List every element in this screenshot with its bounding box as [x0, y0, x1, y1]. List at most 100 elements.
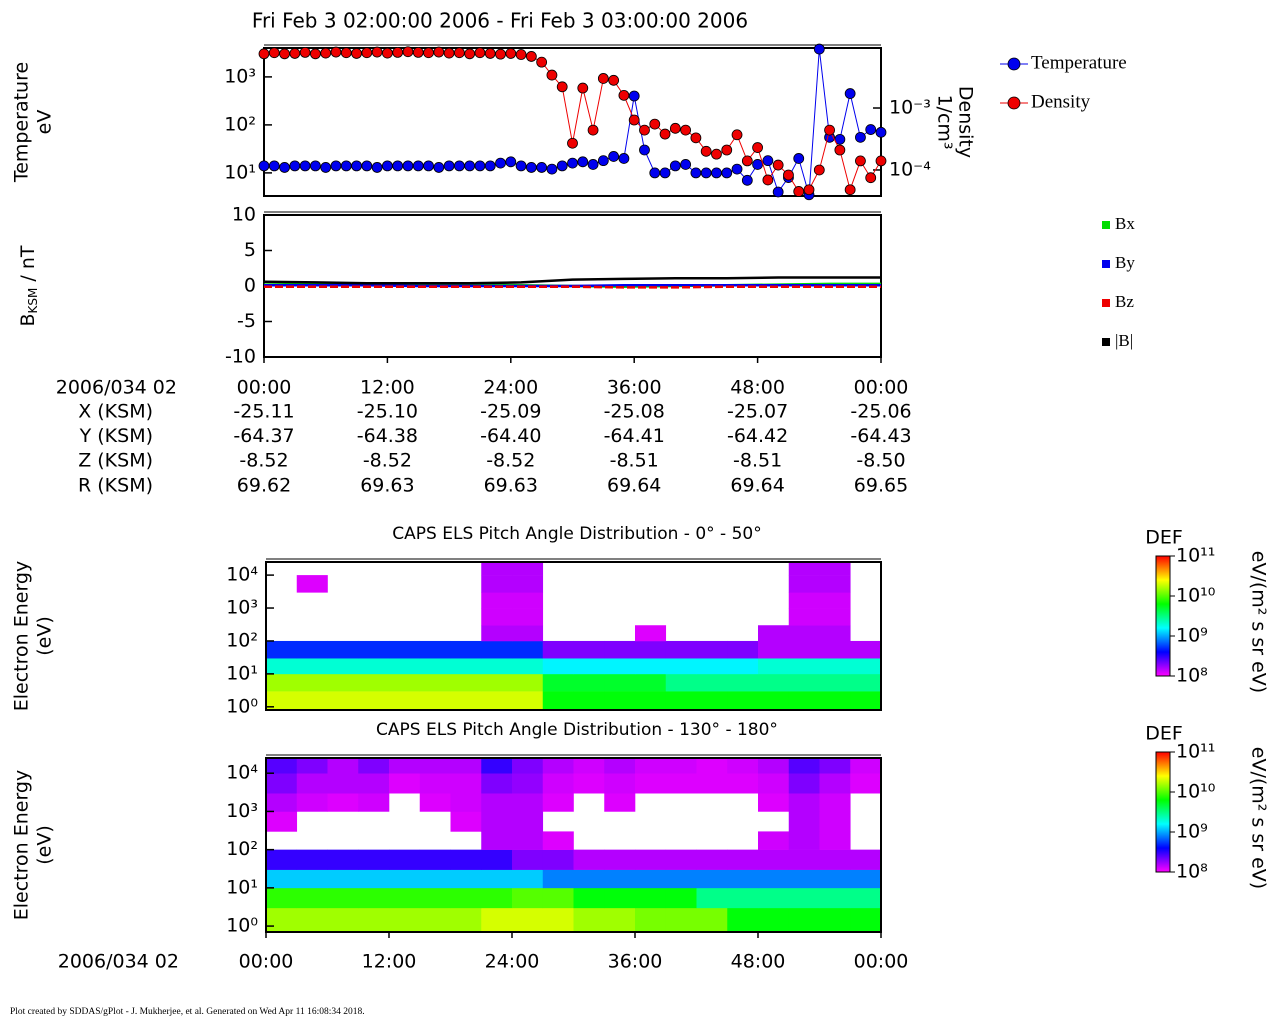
heatmap-cell: [696, 758, 728, 774]
heatmap-cell: [358, 691, 390, 711]
data-point: [495, 157, 506, 169]
heatmap-cell: [296, 849, 328, 870]
heatmap-cell: [696, 907, 728, 933]
ephemeris-value: 69.64: [730, 474, 784, 496]
heatmap-cell: [296, 673, 328, 692]
heatmap-cell: [266, 691, 298, 711]
heatmap-cell: [450, 691, 482, 711]
data-point: [700, 167, 712, 179]
heatmap-cell: [850, 658, 882, 675]
data-point: [711, 148, 722, 160]
heatmap-cell: [358, 849, 390, 870]
heatmap-cell: [542, 907, 574, 933]
data-point: [721, 167, 733, 179]
heatmap-cell: [788, 793, 820, 812]
data-point: [659, 128, 671, 140]
legend-label: Bx: [1115, 214, 1135, 233]
colorbar-label: DEF: [1145, 723, 1183, 745]
heatmap-cell: [788, 773, 820, 794]
heatmap-cell: [327, 658, 359, 675]
heatmap-cell: [635, 773, 667, 794]
heatmap-cell: [266, 849, 298, 870]
data-point: [279, 48, 290, 60]
heatmap-cell: [727, 658, 759, 675]
colorbar-tick-label: 10¹¹: [1176, 741, 1215, 763]
heatmap-cell: [758, 831, 790, 850]
y-tick-label: 10²: [226, 838, 258, 860]
heatmap-cell: [419, 673, 451, 692]
data-point: [361, 47, 373, 59]
heatmap-cell: [696, 849, 728, 870]
heatmap-cell: [481, 592, 513, 609]
y-tick-label: -5: [237, 310, 256, 332]
data-point: [299, 46, 311, 58]
heatmap-cell: [727, 907, 759, 933]
heatmap-cell: [665, 773, 697, 794]
ephemeris-value: -64.41: [604, 425, 665, 447]
heatmap-cell: [266, 658, 298, 675]
heatmap-cell: [481, 793, 513, 812]
heatmap-cell: [604, 673, 636, 692]
heatmap-cell: [665, 640, 697, 659]
ephemeris-row-name: Z (KSM): [78, 450, 153, 472]
heatmap-cell: [727, 849, 759, 870]
y-tick-label: -10: [225, 346, 256, 368]
heatmap-cell: [788, 658, 820, 675]
axis-label-part: KSM: [26, 288, 40, 314]
data-point: [402, 160, 414, 172]
heatmap-cell: [819, 608, 851, 626]
data-point: [453, 47, 465, 59]
heatmap-cell: [512, 673, 544, 692]
heatmap-cell: [727, 869, 759, 889]
data-point: [340, 47, 352, 59]
x-tick-label: 36:00: [608, 951, 663, 973]
heatmap-cell: [604, 907, 636, 933]
data-point: [731, 129, 743, 141]
data-point: [690, 167, 702, 179]
heatmap-cell: [819, 673, 851, 692]
data-point: [639, 124, 650, 136]
data-point: [875, 155, 887, 167]
data-point: [597, 73, 609, 84]
heatmap-cell: [573, 691, 605, 711]
heatmap-cell: [696, 773, 728, 794]
colorbar: [1155, 555, 1171, 677]
heatmap-cell: [512, 608, 544, 626]
data-point: [762, 155, 774, 167]
y-tick-label: 10¹: [226, 662, 258, 684]
heatmap-cell: [788, 575, 820, 593]
heatmap-cell: [296, 658, 328, 675]
ephemeris-label: 2006/034 02: [56, 377, 177, 399]
heatmap-cell: [727, 773, 759, 794]
legend-label: Density: [1031, 91, 1091, 112]
heatmap-cell: [758, 691, 790, 711]
heatmap-cell: [850, 691, 882, 711]
heatmap-cell: [850, 640, 882, 659]
axis-label: eV: [34, 110, 56, 135]
heatmap-cell: [665, 869, 697, 889]
heatmap-cell: [788, 562, 820, 576]
heatmap-cell: [481, 907, 513, 933]
data-point: [320, 162, 332, 173]
heatmap-cell: [758, 658, 790, 675]
heatmap-cell: [573, 673, 605, 692]
heatmap-cell: [542, 887, 574, 909]
data-point: [762, 174, 774, 186]
data-point: [484, 48, 496, 59]
heatmap-cell: [850, 673, 882, 692]
ephemeris-value: 69.62: [237, 474, 291, 496]
x-tick-label: 24:00: [483, 377, 538, 399]
ephemeris-row-name: Y (KSM): [79, 425, 153, 447]
heatmap-cell: [665, 907, 697, 933]
data-point: [320, 47, 332, 59]
heatmap-cell: [788, 907, 820, 933]
data-point: [392, 160, 404, 172]
ephemeris-value: 69.64: [607, 474, 661, 496]
heatmap-cell: [819, 907, 851, 933]
data-point: [567, 157, 578, 169]
data-point: [721, 144, 733, 156]
heatmap-cell: [327, 673, 359, 692]
heatmap-cell: [327, 887, 359, 909]
ephemeris-row-name: X (KSM): [78, 401, 153, 423]
heatmap-cell: [573, 907, 605, 933]
